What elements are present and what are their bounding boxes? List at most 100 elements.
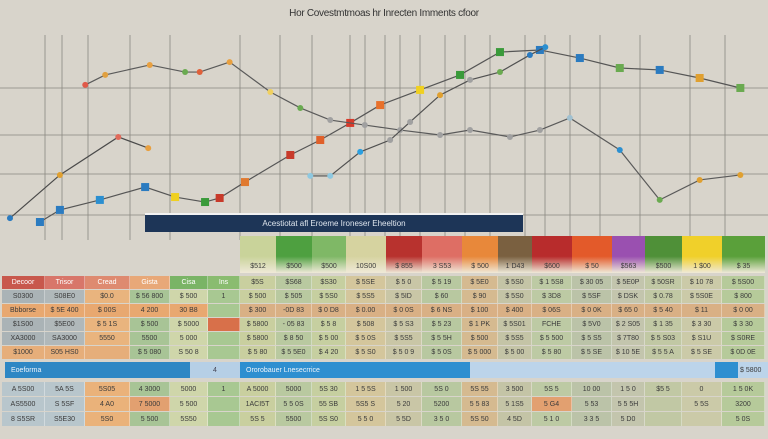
data-point-marker [407,118,414,125]
table-cell: 8 S5SR [2,412,45,426]
table-cell: 1 [208,290,240,303]
table-cell: SA3000 [45,332,85,345]
table-cell: 4 3000 [130,382,170,396]
table-cell: 5S S0 [312,412,346,426]
table-cell: $ 50SR [645,276,682,289]
table-cell: $ 0.78 [645,290,682,303]
table-cell: $0.0 [85,290,130,303]
table-cell: 1 5 0K [722,382,765,396]
data-point-marker [240,178,249,187]
data-point-marker [141,183,150,192]
data-point-marker [215,194,224,202]
data-point-marker [376,101,385,110]
table-cell [208,304,240,317]
table-cell: S0300 [2,290,45,303]
data-point-marker [6,215,13,222]
table-cell: $ 5 80 [240,346,276,359]
table-cell: 5S 0 [422,382,462,396]
data-point-marker [82,81,89,88]
column-header-block: 1 D43 [498,236,532,273]
data-point-marker [506,133,513,140]
table-cell: $ 10 78 [682,276,722,289]
data-point-marker [357,148,364,155]
column-header-label: $500 [286,263,302,270]
table-cell: A 5000 [240,382,276,396]
column-header-block: $600 [532,236,572,273]
table-cell [85,346,130,359]
table-cell: $ 0 00 [722,304,765,317]
table-cell: $ 3 30 [682,318,722,331]
table-cell: $ 0 0K [572,304,612,317]
table-cell: $ 5 SE [572,346,612,359]
column-header: Cread [85,276,130,289]
table-cell: $ 1 35 [645,318,682,331]
table-cell: FCHE [532,318,572,331]
table-cell: $1000 [2,346,45,359]
column-header-label: $500 [655,263,672,270]
table-cell: $ 5 S3 [386,318,422,331]
data-point-marker [115,133,122,140]
table-cell: 5200 [422,397,462,411]
column-header: Ins [208,276,240,289]
table-cell: $ 5SE [346,276,386,289]
data-point-marker [95,195,104,204]
table-cell: S5E30 [45,412,85,426]
table-cell: $S68 [276,276,312,289]
data-point-marker [496,69,503,76]
table-cell: $ 5S01 [498,318,532,331]
table-cell: $ 5 0S [346,332,386,345]
table-cell: 5S 55 [462,382,498,396]
column-header: Gista [130,276,170,289]
table-cell: 5 5 83 [462,397,498,411]
column-header-block: $563 [612,236,645,273]
table-banner: Acestiotat afl Eroeme Ironeser Eheeltion [145,213,523,232]
data-point-marker [56,171,63,178]
table-cell: $ 3D8 [532,290,572,303]
column-header-label: $ 500 [471,263,489,270]
data-point-marker [102,71,109,78]
table-cell: $ 56 800 [130,290,170,303]
table-cell: $ 5 S0 [346,346,386,359]
data-point-marker [615,64,624,73]
table-cell: 5 53 [572,397,612,411]
series-line-0 [9,136,149,219]
data-point-marker [297,104,304,111]
table-cell: 5 000 [170,332,208,345]
table-cell: $ 5 1S [85,318,130,331]
data-point-marker [327,172,334,179]
data-point-marker [616,147,623,153]
data-point-marker [656,196,663,203]
table-cell: $ 5 80 [532,346,572,359]
column-header-label: 10S00 [355,263,377,270]
table-cell: $ 60 [422,290,462,303]
table-cell: 4 200 [130,304,170,317]
table-cell: S05 HS0 [45,346,85,359]
table-cell: $ 5S5 [498,332,532,345]
table-cell: AS5500 [2,397,45,411]
table-cell: $ 5000 [170,318,208,331]
table-cell: $ 5E 400 [45,304,85,317]
table-cell: 4 5D [498,412,532,426]
table-cell: 3 5 0 [422,412,462,426]
table-cell: $ 8 50 [276,332,312,345]
table-cell: $ 3 30 [722,318,765,331]
table-cell: 5 1 0 [532,412,572,426]
table-cell: $S30 [312,276,346,289]
table-cell: 1ACI5T [240,397,276,411]
table-cell: 10 00 [572,382,612,396]
table-cell: 5 D0 [612,412,645,426]
table-cell: - 05 83 [276,318,312,331]
table-cell: $ 5V0 [572,318,612,331]
table-cell: $ 5S00 [722,276,765,289]
table-cell: -0D 83 [276,304,312,317]
table-cell: 7 5000 [130,397,170,411]
data-point-marker [437,92,444,99]
series-line-3 [310,46,546,177]
table-cell: 0 [682,382,722,396]
data-point-marker [695,74,704,82]
table-cell: $ 500 [240,290,276,303]
table-cell: $ 5E0P [612,276,645,289]
data-point-marker [361,122,368,129]
table-cell: $ 5 0S [422,346,462,359]
table-cell: $1S00 [2,318,45,331]
